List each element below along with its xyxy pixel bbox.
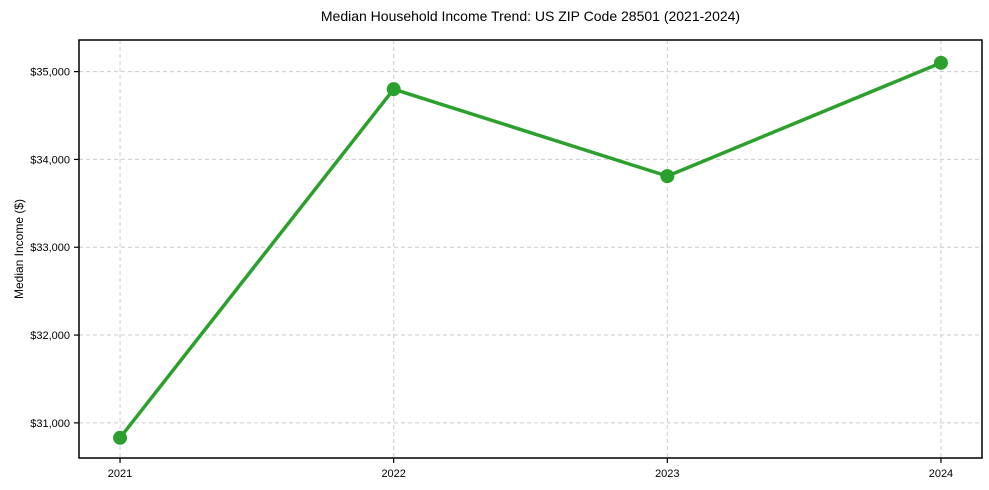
y-tick-label: $31,000: [30, 418, 70, 430]
data-point-2022: [386, 82, 401, 97]
y-tick-label: $32,000: [30, 330, 70, 342]
x-tick-label-2024: 2024: [929, 468, 953, 480]
axes-spines: [78, 39, 983, 459]
income-trend-line: [118, 61, 943, 440]
y-tick-label: $34,000: [30, 154, 70, 166]
x-tick-label-2021: 2021: [108, 468, 132, 480]
data-point-2023: [660, 169, 675, 184]
x-tick-label-2023: 2023: [655, 468, 679, 480]
x-tick-label-2022: 2022: [381, 468, 405, 480]
data-point-2024: [933, 55, 948, 70]
data-point-2021: [113, 430, 128, 445]
y-tick-label: $33,000: [30, 242, 70, 254]
y-tick-label: $35,000: [30, 67, 70, 79]
chart-title: Median Household Income Trend: US ZIP Co…: [320, 8, 741, 24]
